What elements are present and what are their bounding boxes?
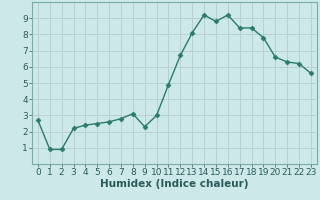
X-axis label: Humidex (Indice chaleur): Humidex (Indice chaleur): [100, 179, 249, 189]
